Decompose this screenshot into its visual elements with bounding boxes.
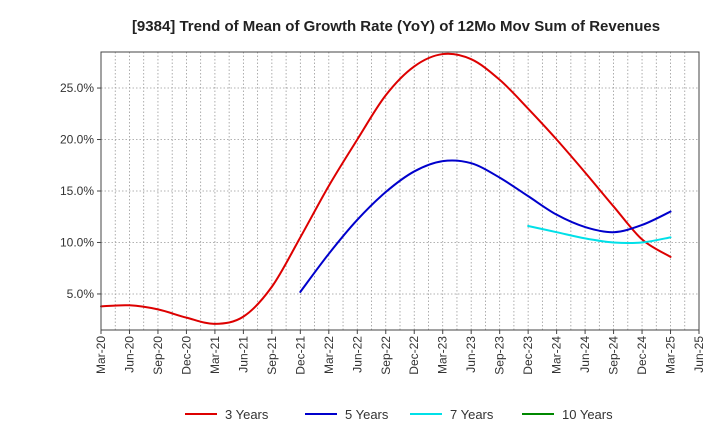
y-tick-label: 5.0% xyxy=(67,287,95,301)
x-axis: Mar-20 Jun-20 Sep-20 Dec-20 Mar-21 Jun-21 Sep-… xyxy=(94,330,706,375)
x-tick-label: Jun-23 xyxy=(464,336,478,373)
x-tick-label: Jun-21 xyxy=(236,336,250,373)
x-tick-label: Dec-24 xyxy=(635,336,649,375)
y-tick-label: 20.0% xyxy=(60,133,94,147)
chart-title: [9384] Trend of Mean of Growth Rate (YoY… xyxy=(132,18,660,35)
x-tick-label: Sep-24 xyxy=(607,336,621,375)
x-tick-label: Jun-20 xyxy=(122,336,136,373)
x-tick-label: Sep-21 xyxy=(265,336,279,375)
x-tick-label: Sep-22 xyxy=(379,336,393,375)
legend: 3 Years 5 Years 7 Years 10 Years xyxy=(185,407,613,422)
x-tick-label: Mar-22 xyxy=(322,336,336,374)
x-tick-label: Mar-21 xyxy=(208,336,222,374)
y-tick-label: 10.0% xyxy=(60,235,94,249)
legend-label-3-years: 3 Years xyxy=(225,407,269,422)
legend-label-10-years: 10 Years xyxy=(562,407,613,422)
x-tick-label: Sep-20 xyxy=(151,336,165,375)
series-layer xyxy=(100,52,672,325)
x-tick-label: Dec-20 xyxy=(179,336,193,375)
series-line-7-years xyxy=(527,225,672,245)
x-tick-label: Jun-22 xyxy=(350,336,364,373)
x-tick-label: Sep-23 xyxy=(493,336,507,375)
x-tick-label: Mar-25 xyxy=(664,336,678,374)
x-tick-label: Dec-21 xyxy=(293,336,307,375)
x-tick-label: Dec-23 xyxy=(521,336,535,375)
y-axis: 5.0% 10.0% 15.0% 20.0% 25.0% xyxy=(60,81,101,301)
x-tick-label: Mar-20 xyxy=(94,336,108,374)
x-tick-label: Mar-24 xyxy=(550,336,564,374)
x-tick-label: Dec-22 xyxy=(407,336,421,375)
legend-label-5-years: 5 Years xyxy=(345,407,389,422)
legend-label-7-years: 7 Years xyxy=(450,407,494,422)
x-tick-label: Jun-24 xyxy=(578,336,592,373)
y-tick-label: 25.0% xyxy=(60,81,94,95)
x-tick-label: Mar-23 xyxy=(436,336,450,374)
series-line-3-years xyxy=(100,52,672,325)
grid xyxy=(101,52,699,330)
series-line-5-years xyxy=(299,159,672,293)
x-tick-label: Jun-25 xyxy=(692,336,706,373)
y-tick-label: 15.0% xyxy=(60,184,94,198)
